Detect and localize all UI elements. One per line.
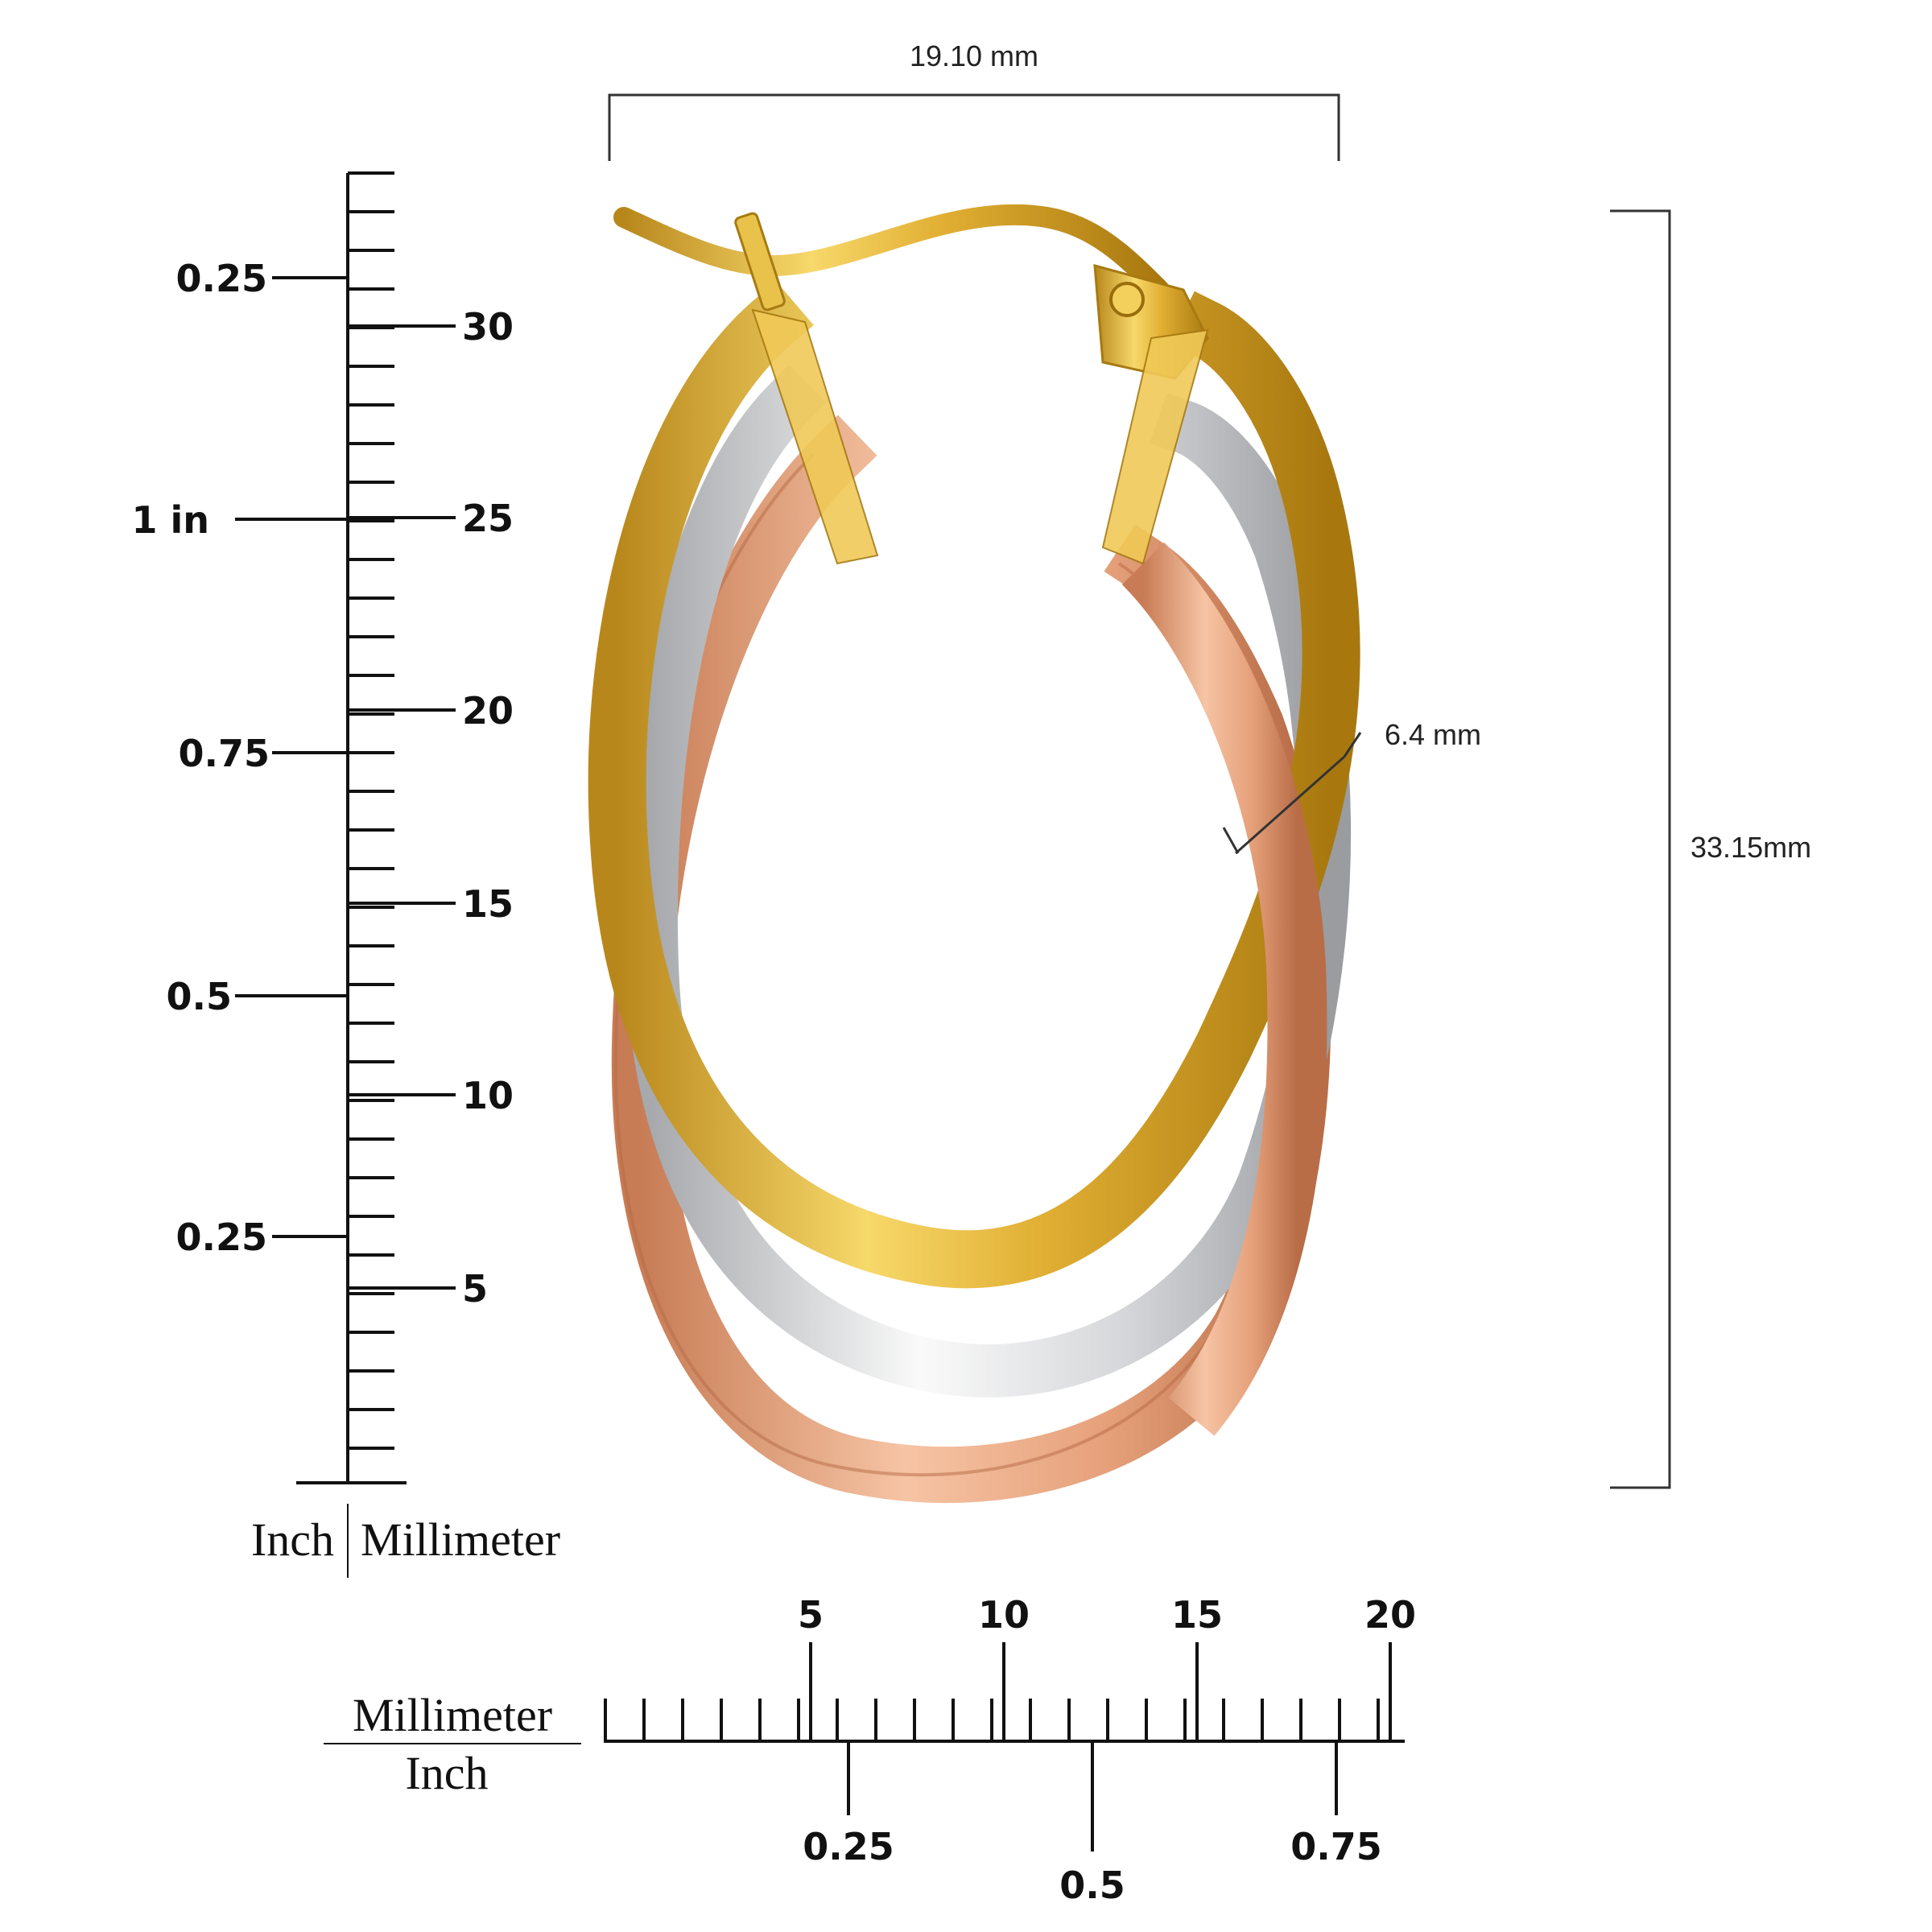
- yellow-gold-hoop: [588, 281, 1360, 1289]
- vertical-ruler-mm-label: 5: [462, 1267, 488, 1311]
- earring-image: [588, 204, 1360, 1504]
- vertical-ruler-inch-label: 0.5: [167, 975, 233, 1018]
- horizontal-ruler-mm-label: 10: [978, 1593, 1030, 1637]
- vertical-ruler-mm-unit: Millimeter: [361, 1513, 560, 1566]
- vertical-ruler-mm-label: 20: [462, 689, 514, 733]
- height-dimension: 33.15mm: [1610, 209, 1811, 1489]
- vertical-ruler-unit-labels: Inch Millimeter: [251, 1504, 560, 1578]
- horizontal-ruler: 5 10 15 20 0.25 0.5 0.75: [604, 1593, 1416, 1907]
- band-width-dimension: 6.4 mm: [1222, 718, 1481, 855]
- horizontal-ruler-mm-label: 20: [1364, 1593, 1416, 1637]
- width-label: 19.10 mm: [910, 39, 1038, 72]
- rose-gold-front-strand: [1121, 542, 1327, 1436]
- latch-wire: [613, 204, 1170, 300]
- vertical-ruler: 30 25 20 15 10 5 0.25 1 in 0.75 0.5 0.25: [131, 171, 514, 1484]
- horizontal-ruler-inch-unit: Inch: [405, 1747, 488, 1799]
- vertical-ruler-inch-unit: Inch: [251, 1513, 334, 1566]
- horizontal-ruler-inch-label: 0.5: [1059, 1864, 1125, 1907]
- latch-post: [734, 212, 786, 312]
- horizontal-ruler-inch-label: 0.75: [1290, 1825, 1382, 1868]
- vertical-ruler-mm-label: 15: [462, 882, 514, 926]
- vertical-ruler-mm-label: 25: [462, 497, 514, 540]
- horizontal-ruler-mm-unit: Millimeter: [353, 1689, 552, 1741]
- vertical-ruler-mm-label: 10: [462, 1074, 514, 1117]
- height-label: 33.15mm: [1690, 831, 1811, 864]
- vertical-ruler-inch-label: 1 in: [131, 498, 209, 542]
- width-dimension: 19.10 mm: [608, 39, 1340, 161]
- vertical-ruler-mm-label: 30: [462, 305, 514, 349]
- band-width-label: 6.4 mm: [1385, 718, 1481, 751]
- hinge-pin-icon: [1109, 282, 1145, 317]
- horizontal-ruler-inch-label: 0.25: [803, 1825, 894, 1868]
- vertical-ruler-inch-label: 0.25: [176, 257, 268, 300]
- vertical-ruler-inch-label: 0.75: [179, 732, 270, 775]
- horizontal-ruler-mm-label: 5: [798, 1593, 824, 1637]
- horizontal-ruler-unit-labels: Millimeter Inch: [324, 1689, 581, 1799]
- horizontal-ruler-mm-label: 15: [1171, 1593, 1223, 1637]
- vertical-ruler-inch-label: 0.25: [176, 1216, 268, 1259]
